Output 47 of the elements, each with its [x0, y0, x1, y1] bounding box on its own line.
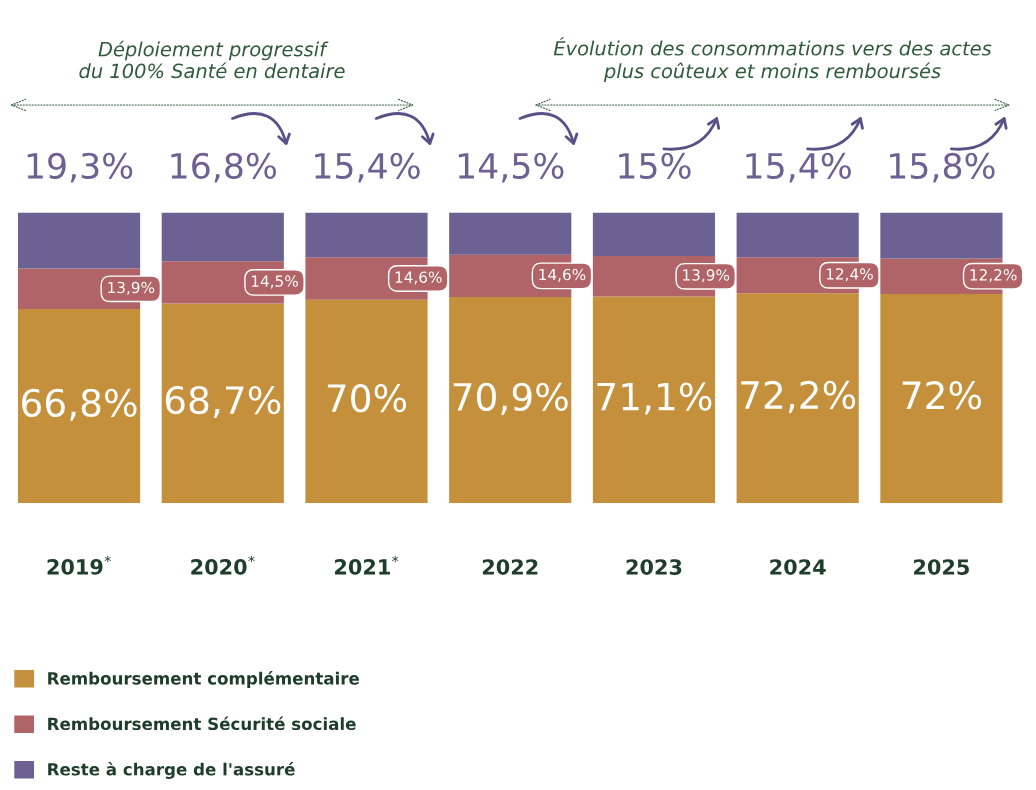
data-label: 15,8% [890, 152, 995, 183]
data-label: 71,1% [597, 382, 712, 415]
x-tick-label: 2022 [482, 559, 538, 575]
bar [305, 299, 428, 504]
data-label: 16,8% [171, 152, 277, 183]
x-tick-label: 2025 [914, 559, 969, 575]
data-label: 14,5% [251, 275, 298, 289]
bar [736, 212, 859, 258]
data-label: 13,9% [683, 269, 730, 283]
data-label: 14,6% [539, 268, 586, 282]
data-label: 66,8% [22, 388, 137, 421]
bar [305, 212, 428, 258]
x-tick-label: 2023 [626, 559, 682, 575]
bar [17, 212, 141, 269]
legend-label: Reste à charge de l'assuré [48, 762, 295, 779]
bar [880, 293, 1003, 504]
data-label: 15,4% [746, 152, 851, 183]
data-label: 72% [902, 381, 982, 410]
bar [161, 212, 284, 262]
x-tick-label: 2020$^{*}$ [191, 555, 255, 575]
bar [736, 293, 859, 504]
bar [592, 212, 716, 257]
text: Évolution des consommations vers des actes plus coûteux et moins remboursés [553, 37, 992, 83]
data-label: 12,2% [970, 269, 1017, 283]
x-tick-label: 2024 [770, 559, 826, 575]
data-label: 15,4% [315, 152, 420, 183]
data-label: 19,3% [27, 152, 133, 183]
legend-label: Remboursement complémentaire [48, 671, 359, 688]
legend-label: Remboursement Sécurité sociale [48, 716, 356, 731]
data-label: 15% [619, 152, 691, 179]
bar [592, 296, 716, 504]
data-label: 14,5% [458, 152, 564, 183]
data-label: 70% [327, 383, 407, 413]
x-tick-label: 2019$^{*}$ [47, 555, 111, 575]
data-label: 12,4% [826, 268, 873, 282]
bar [17, 309, 141, 504]
data-label: 14,6% [395, 271, 442, 285]
bar [449, 297, 572, 504]
data-label: 72,2% [741, 380, 856, 413]
data-label: 68,7% [165, 385, 281, 419]
x-tick-label: 2021$^{*}$ [335, 555, 399, 575]
bar [880, 212, 1003, 259]
data-label: 70,9% [453, 382, 568, 415]
data-label: 13,9% [108, 281, 155, 295]
text: Déploiement progressif du 100% Santé en dentaire [79, 40, 345, 79]
bar [161, 303, 284, 504]
bar [449, 212, 572, 255]
